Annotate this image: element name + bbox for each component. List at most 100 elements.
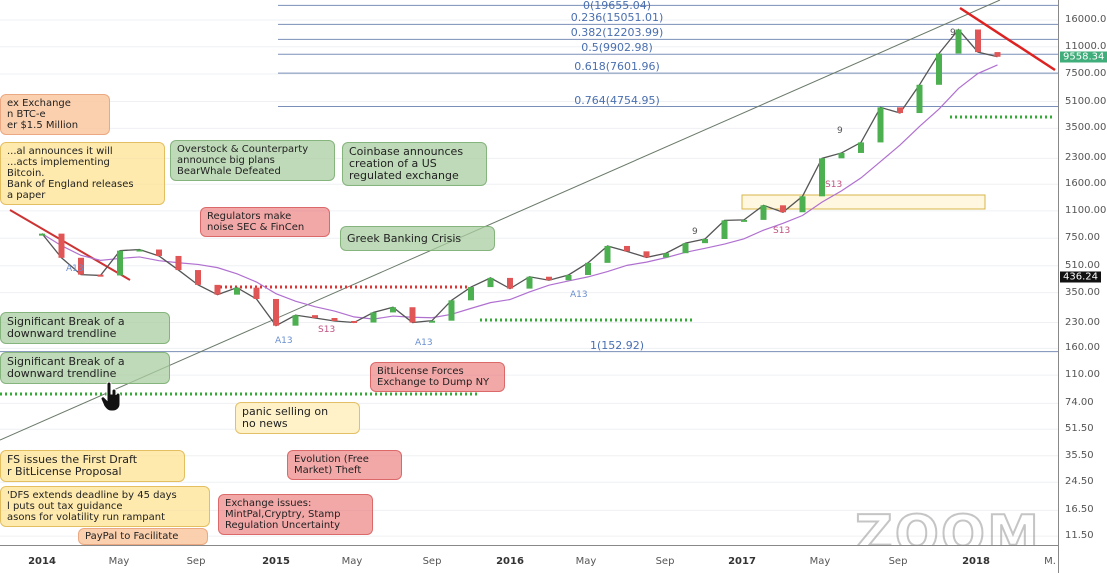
x-tick-label: May (809, 556, 831, 567)
annotation-trendline-break-2: Significant Break of a downward trendlin… (0, 352, 170, 384)
price-candle (39, 233, 45, 236)
price-candle (312, 315, 318, 319)
x-tick-label: Sep (655, 556, 675, 567)
x-tick-label: Sep (186, 556, 206, 567)
price-candle (292, 315, 299, 326)
chart-plot-area[interactable]: ex Exchange n BTC-e er $1.5 Million ...a… (0, 0, 1058, 545)
y-tick-label: 24.50 (1065, 476, 1094, 488)
price-candle (994, 52, 1001, 57)
annotation-overstock: Overstock & Counterparty announce big pl… (170, 140, 335, 181)
price-candle (195, 270, 201, 285)
x-tick-label: 2015 (262, 556, 290, 567)
price-candle (117, 250, 123, 276)
y-tick-label: 16.50 (1065, 504, 1094, 516)
annotation-regulators: Regulators make noise SEC & FinCen (200, 207, 330, 237)
x-tick-label: Sep (422, 556, 442, 567)
y-tick-label: 11000.00 (1065, 40, 1107, 52)
price-line (41, 28, 998, 327)
marker-9: 9 (692, 227, 698, 237)
fib-level-label: 0.618(7601.96) (574, 60, 660, 74)
price-axis[interactable]: 16000.00 11000.00 7500.00 5100.00 3500.00 230… (1058, 0, 1107, 573)
y-tick-label: 74.00 (1065, 397, 1094, 409)
time-axis[interactable]: 2014 May Sep 2015 May Sep 2016 May Sep 2017 May Sep… (0, 545, 1058, 573)
fib-level-label: 0.5(9902.98) (581, 41, 653, 55)
marker-s13: S13 (773, 226, 791, 236)
annotation-greek-crisis: Greek Banking Crisis (340, 226, 495, 251)
annotation-trendline-break-1: Significant Break of a downward trendlin… (0, 312, 170, 344)
marker-a13: A13 (415, 338, 433, 348)
hand-cursor-icon (100, 382, 121, 412)
x-tick-label: May (341, 556, 363, 567)
price-candle (331, 318, 338, 321)
moving-average-line (41, 64, 998, 320)
price-candle (702, 238, 708, 244)
price-candle (487, 277, 494, 288)
y-tick-label: 110.00 (1065, 369, 1100, 381)
y-tick-label: 230.00 (1065, 316, 1100, 328)
price-candle (955, 29, 962, 54)
y-tick-label: 7500.00 (1065, 68, 1107, 80)
red-downtrend-line (959, 6, 1056, 72)
price-badge: 9558.34 (1060, 51, 1107, 63)
price-candle (799, 196, 806, 213)
price-candle (351, 320, 357, 323)
marker-9: 9 (950, 28, 956, 38)
x-tick-label: 2016 (496, 556, 524, 567)
annotation-exchange-issues: Exchange issues: MintPal,Cryptry, Stamp … (218, 494, 373, 535)
y-tick-label: 350.00 (1065, 286, 1100, 298)
x-tick-label: M. (1044, 556, 1056, 567)
price-candle (448, 300, 455, 321)
price-candle (682, 243, 689, 254)
price-candle (468, 287, 474, 301)
price-candle (936, 53, 942, 85)
x-tick-label: May (108, 556, 130, 567)
annotation-coinbase: Coinbase announces creation of a US regu… (342, 142, 487, 186)
price-candle (156, 249, 162, 256)
price-candle (721, 220, 728, 239)
price-candle (585, 262, 591, 275)
y-tick-label: 1100.00 (1065, 204, 1107, 216)
fib-level-label: 0.236(15051.01) (570, 11, 664, 25)
price-candle (429, 320, 435, 323)
y-tick-label: 5100.00 (1065, 95, 1107, 107)
y-tick-label: 3500.00 (1065, 122, 1107, 134)
price-candle (624, 245, 630, 252)
red-downtrend-line (9, 209, 131, 281)
marker-s13: S13 (825, 180, 843, 190)
annotation-dfs-deadline: 'DFS extends deadline by 45 days l puts … (0, 486, 210, 527)
price-candle (858, 142, 864, 153)
annotation-paypal: PayPal to Facilitate (78, 528, 208, 545)
price-candle (409, 307, 416, 323)
price-candle (975, 29, 981, 53)
x-tick-label: 2014 (28, 556, 56, 567)
fib-level-label: 0(19655.04) (582, 0, 652, 12)
annotation-bitlicense-ny: BitLicense Forces Exchange to Dump NY (370, 362, 505, 392)
marker-a13: A13 (570, 290, 588, 300)
y-tick-label: 510.00 (1065, 259, 1100, 271)
price-candle (58, 233, 65, 258)
price-badge: 436.24 (1060, 271, 1101, 283)
price-candle (175, 255, 182, 271)
x-tick-label: 2018 (962, 556, 990, 567)
price-candle (877, 107, 884, 143)
price-candle (643, 251, 650, 258)
price-candle (214, 284, 221, 295)
y-tick-label: 1600.00 (1065, 178, 1107, 190)
price-candle (663, 253, 669, 258)
consolidation-box (741, 194, 986, 210)
price-candle (897, 107, 903, 114)
annotation-bank-of-england: ...al announces it will ...acts implemen… (0, 142, 165, 205)
price-candle (565, 274, 572, 281)
y-tick-label: 35.50 (1065, 449, 1094, 461)
price-candle (819, 158, 825, 197)
y-tick-label: 160.00 (1065, 342, 1100, 354)
fib-level-label: 0.764(4754.95) (574, 93, 660, 107)
price-candle (760, 205, 767, 220)
y-tick-label: 11.50 (1065, 530, 1094, 542)
x-tick-label: May (575, 556, 597, 567)
zoom-watermark-logo: zoom (854, 504, 1041, 545)
price-candle (97, 274, 104, 277)
price-candle (78, 257, 84, 275)
price-candle (916, 84, 923, 114)
fib-level-label: 1(152.92) (589, 338, 645, 352)
